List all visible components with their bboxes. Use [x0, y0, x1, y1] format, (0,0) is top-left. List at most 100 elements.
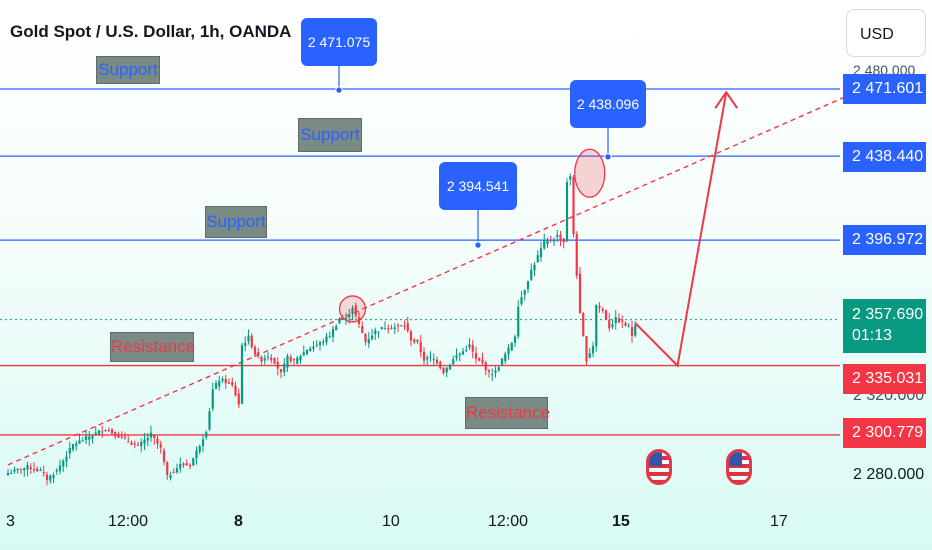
candle-body: [601, 308, 604, 311]
candle-body: [588, 353, 591, 358]
candle-body: [101, 431, 104, 433]
candle-body: [234, 385, 237, 396]
candle-body: [29, 467, 32, 470]
candle-body: [302, 352, 305, 356]
candle-body: [10, 472, 13, 474]
candle-body: [253, 347, 257, 355]
currency-button[interactable]: USD: [846, 9, 926, 57]
candle-body: [432, 359, 435, 361]
candle-body: [6, 472, 10, 476]
candle-body: [97, 430, 101, 435]
candle-body: [617, 318, 621, 323]
candle-body: [318, 342, 322, 346]
candle-body: [214, 383, 218, 389]
candle-body: [549, 239, 552, 241]
candle-body: [208, 411, 211, 430]
candle-body: [58, 465, 62, 472]
candle-body: [530, 269, 533, 280]
price-tag: 2 471.601: [843, 74, 926, 104]
candle-body: [510, 342, 513, 351]
dashed-trendline: [7, 95, 847, 466]
candle-body: [591, 346, 595, 354]
candle-body: [237, 393, 240, 405]
candle-body: [409, 331, 413, 341]
price-tag: 2 335.031: [843, 364, 926, 394]
candle-body: [221, 378, 224, 381]
candle-body: [71, 444, 75, 450]
candle-body: [140, 441, 143, 446]
candle-body: [65, 456, 68, 462]
candle-body: [309, 348, 312, 351]
x-tick-label: 17: [770, 513, 788, 530]
candle-body: [517, 306, 520, 337]
chart-title: Gold Spot / U.S. Dollar, 1h, OANDA: [10, 22, 292, 41]
candle-body: [91, 435, 94, 439]
candle-body: [195, 450, 198, 459]
candle-body: [624, 323, 627, 326]
candle-body: [383, 328, 387, 330]
candle-body: [201, 439, 205, 447]
candle-body: [39, 469, 42, 471]
candle-body: [348, 314, 351, 318]
candle-body: [32, 469, 36, 471]
candle-body: [198, 446, 201, 452]
candle-body: [370, 335, 374, 339]
candle-body: [380, 327, 383, 330]
candle-body: [361, 325, 364, 333]
candle-body: [260, 356, 263, 362]
candle-body: [114, 431, 117, 437]
candle-body: [578, 273, 582, 314]
candle-body: [120, 436, 123, 438]
candle-body: [55, 470, 58, 472]
candle-body: [42, 471, 45, 474]
candle-body: [130, 442, 133, 445]
us-flag-icon[interactable]: [646, 449, 672, 485]
candle-body: [286, 355, 289, 368]
candle-body: [263, 358, 266, 361]
candle-body: [335, 326, 338, 331]
candle-body: [117, 434, 120, 438]
candle-body: [614, 317, 617, 324]
candle-body: [218, 380, 221, 387]
candle-body: [419, 342, 422, 353]
candle-body: [442, 368, 445, 374]
x-tick-label: 12:00: [108, 513, 149, 530]
x-tick-label: 3: [6, 513, 15, 530]
candle-body: [393, 327, 396, 330]
candle-body: [136, 444, 140, 446]
candle-body: [526, 281, 530, 289]
candle-body: [257, 352, 260, 355]
last-price-value: 2 357.690: [852, 306, 924, 323]
candle-body: [328, 336, 331, 338]
candle-body: [523, 290, 526, 295]
candle-body: [211, 389, 214, 409]
candle-body: [461, 351, 465, 355]
candle-body: [172, 472, 175, 474]
callout-anchor-dot: [474, 241, 482, 249]
us-flag-icon[interactable]: [726, 449, 752, 485]
candle-body: [504, 353, 507, 362]
candle-body: [149, 432, 153, 438]
candle-body: [468, 344, 471, 348]
candle-body: [390, 328, 393, 330]
price-callout: 2 394.541: [439, 162, 517, 210]
candle-body: [533, 264, 536, 271]
candlestick-series: [6, 173, 637, 486]
candle-body: [387, 328, 390, 330]
candle-body: [608, 319, 611, 329]
candle-body: [474, 352, 478, 359]
candle-body: [487, 370, 491, 373]
candle-body: [153, 434, 156, 438]
candle-body: [110, 429, 114, 434]
zone-label-resistance: Resistance: [465, 397, 550, 429]
candle-body: [543, 240, 546, 249]
candle-body: [559, 234, 562, 241]
candle-body: [520, 297, 523, 305]
candle-body: [422, 352, 426, 361]
candle-body: [224, 379, 227, 384]
candle-body: [497, 367, 500, 371]
candle-body: [107, 430, 110, 432]
candle-body: [507, 347, 510, 355]
